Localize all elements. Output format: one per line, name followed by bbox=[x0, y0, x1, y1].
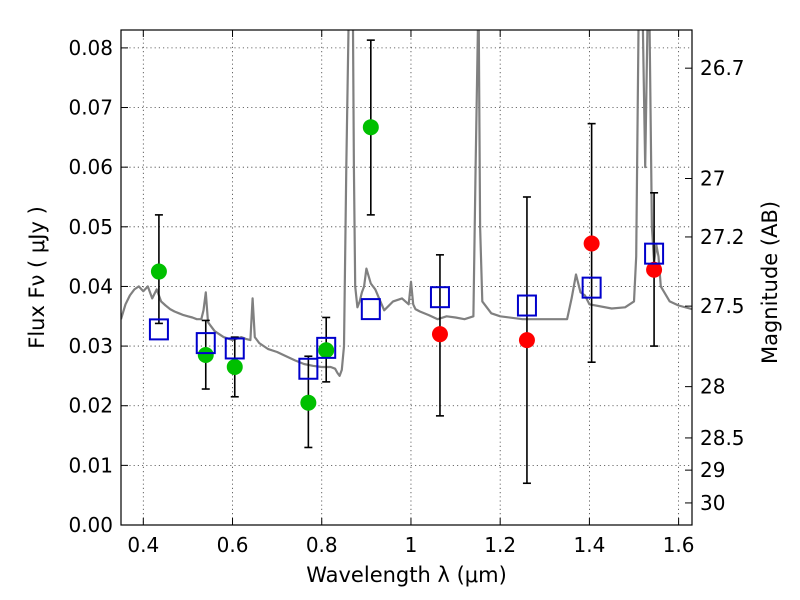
y-axis-title: Flux Fν ( μJy ) bbox=[25, 206, 49, 349]
model-spectrum-line bbox=[121, 30, 692, 377]
magnitude-tick-label: 28 bbox=[700, 375, 725, 399]
observed-red-point bbox=[583, 235, 600, 252]
data-markers bbox=[148, 119, 665, 411]
magnitude-tick-label: 30 bbox=[700, 491, 725, 515]
y-tick-label: 0.03 bbox=[68, 334, 113, 358]
x-tick-label: 1 bbox=[405, 533, 418, 557]
grid bbox=[121, 30, 692, 526]
magnitude-tick-label: 27.2 bbox=[700, 225, 745, 249]
axis-ticks bbox=[121, 30, 692, 526]
model-photometry-point bbox=[148, 318, 169, 341]
error-bars bbox=[154, 39, 659, 485]
magnitude-tick-label: 26.7 bbox=[700, 56, 745, 80]
y-tick-label: 0.00 bbox=[68, 513, 113, 537]
x-tick-label: 1.4 bbox=[573, 533, 605, 557]
y-tick-label: 0.01 bbox=[68, 453, 113, 477]
x-tick-label: 0.8 bbox=[306, 533, 338, 557]
x-tick-label: 1.2 bbox=[484, 533, 516, 557]
y-tick-label: 0.06 bbox=[68, 155, 113, 179]
observed-blue-green-point bbox=[362, 119, 379, 136]
model-photometry-point bbox=[298, 357, 319, 380]
y-tick-label: 0.07 bbox=[68, 96, 113, 120]
magnitude-tick-label: 29 bbox=[700, 458, 725, 482]
magnitude-tick-label: 28.5 bbox=[700, 426, 745, 450]
tick-labels: 0.4 0.6 0.8 1 1.2 1.4 1.6 0.00 0.01 0.02 0.03 0.04 0… bbox=[68, 36, 744, 557]
y-tick-label: 0.02 bbox=[68, 394, 113, 418]
observed-red-point bbox=[431, 326, 448, 343]
y-tick-label: 0.04 bbox=[68, 274, 113, 298]
observed-red-point bbox=[646, 261, 663, 278]
x-tick-label: 1.6 bbox=[663, 533, 695, 557]
model-spectrum-layer bbox=[121, 30, 692, 377]
model-photometry-point bbox=[644, 242, 665, 265]
y2-axis-title: Magnitude (AB) bbox=[758, 201, 782, 364]
observed-blue-green-point bbox=[150, 263, 167, 280]
model-photometry-point bbox=[224, 337, 245, 360]
observed-blue-green-point bbox=[300, 394, 317, 411]
magnitude-tick-label: 27.5 bbox=[700, 294, 745, 318]
y-tick-label: 0.05 bbox=[68, 215, 113, 239]
model-photometry-point bbox=[316, 336, 337, 359]
observed-blue-green-point bbox=[197, 347, 214, 364]
model-photometry-point bbox=[516, 294, 537, 317]
model-photometry-point bbox=[360, 298, 381, 321]
observed-blue-green-point bbox=[318, 342, 335, 359]
model-photometry-point bbox=[581, 276, 602, 299]
model-photometry-point bbox=[195, 332, 216, 355]
magnitude-tick-label: 27 bbox=[700, 167, 725, 191]
observed-blue-green-point bbox=[226, 358, 243, 375]
x-tick-label: 0.6 bbox=[217, 533, 249, 557]
plot-frame bbox=[120, 29, 693, 526]
observed-red-point bbox=[518, 332, 535, 349]
y-tick-label: 0.08 bbox=[68, 36, 113, 60]
x-axis-title: Wavelength λ (μm) bbox=[306, 563, 507, 587]
model-photometry-point bbox=[429, 286, 450, 309]
x-tick-label: 0.4 bbox=[127, 533, 159, 557]
